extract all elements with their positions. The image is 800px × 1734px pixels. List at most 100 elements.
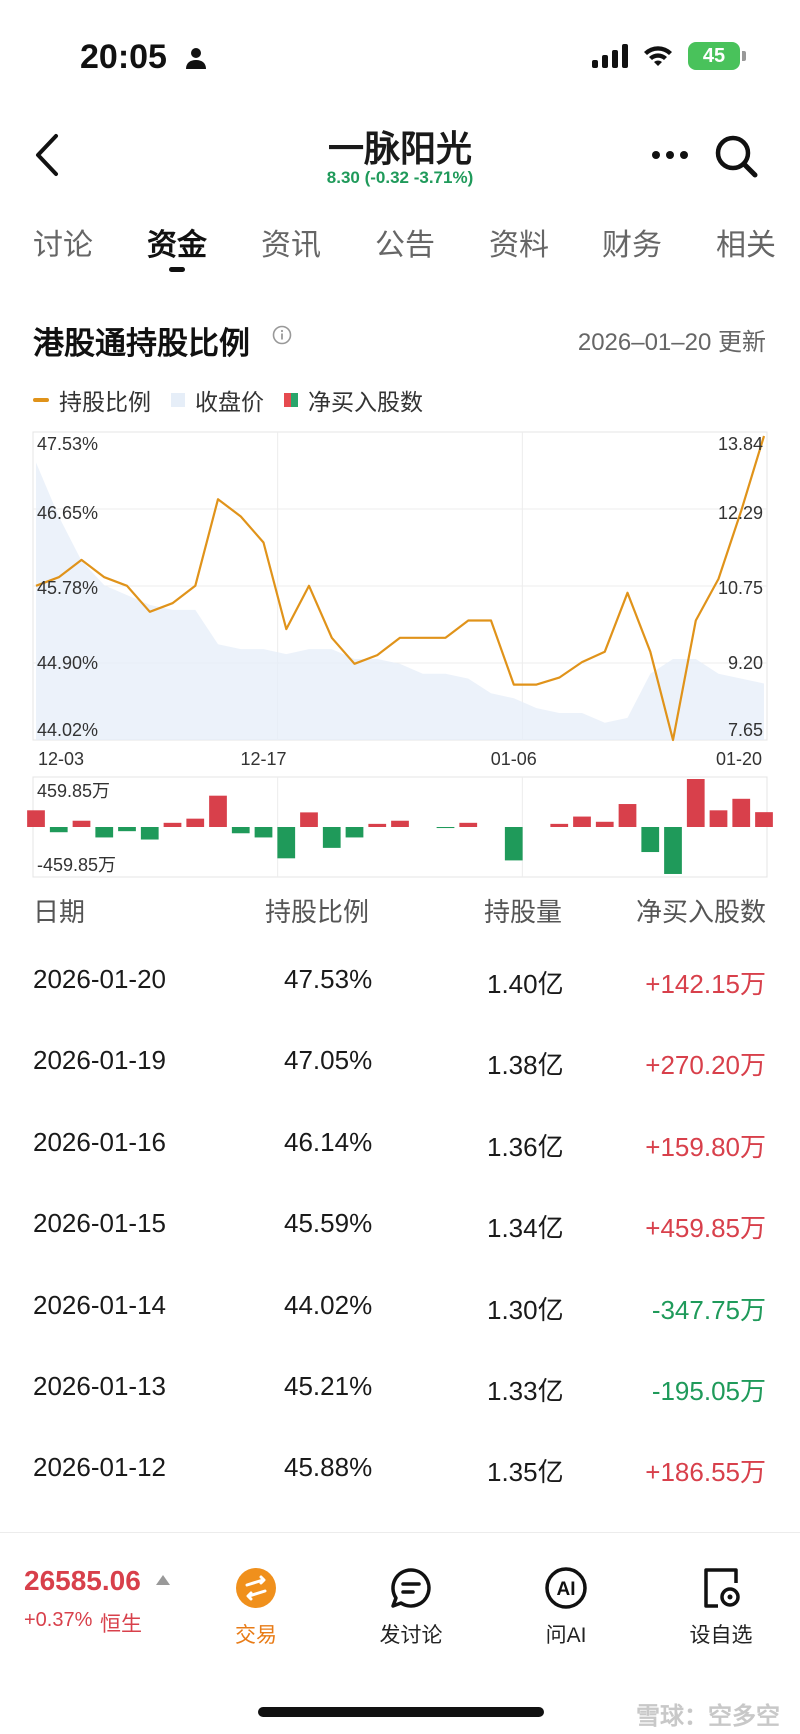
row-shares: 1.33亿 xyxy=(487,1376,564,1406)
legend-item-close: 收盘价 xyxy=(171,383,264,417)
bar-axis-min: -459.85万 xyxy=(37,855,116,875)
net-buy-bar xyxy=(664,827,682,874)
watchlist-add-icon xyxy=(704,1568,740,1608)
x-axis-tick: 01-20 xyxy=(716,749,762,769)
net-buy-bar xyxy=(618,804,637,827)
net-buy-bar xyxy=(163,822,182,827)
more-options-icon[interactable] xyxy=(648,140,692,170)
trade-icon xyxy=(236,1568,276,1608)
row-ratio: 47.05% xyxy=(284,1045,373,1076)
net-buy-bar xyxy=(231,827,250,834)
row-shares: 1.38亿 xyxy=(487,1050,564,1081)
back-arrow-icon[interactable] xyxy=(30,130,70,180)
row-ratio: 45.21% xyxy=(284,1371,373,1401)
net-buy-bar xyxy=(186,818,205,827)
table-row[interactable]: 2026-01-13 45.21% 1.33亿 -195.05万 xyxy=(0,1347,800,1428)
row-date: 2026-01-16 xyxy=(33,1126,166,1157)
tab-funds[interactable]: 资金 xyxy=(147,229,207,262)
tab-announcements[interactable]: 公告 xyxy=(375,229,435,262)
tab-news[interactable]: 资讯 xyxy=(261,229,321,262)
row-net-buy: +159.80万 xyxy=(645,1131,766,1162)
row-net-buy: -195.05万 xyxy=(651,1376,766,1406)
tab-bar: 讨论 资金 资讯 公告 资料 财务 相关 xyxy=(0,215,800,275)
index-change: +0.37% xyxy=(24,1609,93,1631)
net-buy-bar xyxy=(140,827,159,840)
person-icon xyxy=(186,48,206,69)
status-indicators: 45 xyxy=(592,42,746,70)
ai-icon-text: AI xyxy=(557,1579,576,1600)
row-date: 2026-01-19 xyxy=(33,1045,166,1076)
net-buy-bar xyxy=(641,827,660,853)
table-row[interactable]: 2026-01-14 44.02% 1.30亿 -347.75万 xyxy=(0,1266,800,1347)
watermark: 雪球：空多空 xyxy=(636,1703,780,1730)
info-icon[interactable] xyxy=(272,325,292,345)
right-axis-tick: 7.65 xyxy=(728,720,763,740)
table-row[interactable]: 2026-01-15 45.59% 1.34亿 +459.85万 xyxy=(0,1184,800,1265)
right-axis-tick: 10.75 xyxy=(718,578,763,598)
net-buy-bar xyxy=(72,820,91,827)
net-buy-bar xyxy=(300,812,318,827)
row-date: 2026-01-20 xyxy=(33,964,166,994)
net-buy-bar xyxy=(27,810,45,827)
holding-ratio-line xyxy=(35,435,766,742)
net-buy-bar xyxy=(277,827,296,859)
row-ratio: 46.14% xyxy=(284,1126,373,1157)
row-net-buy: +270.20万 xyxy=(645,1050,766,1081)
row-date: 2026-01-15 xyxy=(33,1208,166,1239)
net-buy-bar xyxy=(504,827,523,861)
net-buy-bar xyxy=(391,820,409,827)
table-row[interactable]: 2026-01-19 47.05% 1.38亿 +270.20万 xyxy=(0,1021,800,1102)
right-axis-tick: 9.20 xyxy=(728,653,763,673)
nav-ask-ai[interactable]: AI 问AI xyxy=(506,1565,626,1649)
net-buy-bar xyxy=(118,827,136,832)
left-axis-tick: 46.65% xyxy=(37,503,98,523)
left-axis-tick: 44.90% xyxy=(37,653,98,673)
nav-trade[interactable]: 交易 xyxy=(196,1565,316,1649)
row-date: 2026-01-14 xyxy=(33,1289,166,1320)
net-buy-bar xyxy=(209,795,227,827)
right-axis-tick: 13.84 xyxy=(718,434,763,454)
row-ratio: 45.59% xyxy=(284,1208,373,1239)
x-axis-tick: 12-17 xyxy=(240,749,286,769)
col-date: 日期 xyxy=(33,897,86,927)
tab-financials[interactable]: 财务 xyxy=(602,229,662,262)
row-net-buy: +459.85万 xyxy=(645,1213,766,1244)
row-date: 2026-01-12 xyxy=(33,1452,166,1483)
table-row[interactable]: 2026-01-20 47.53% 1.40亿 +142.15万 xyxy=(0,940,800,1021)
home-indicator[interactable] xyxy=(258,1707,544,1717)
net-buy-bar xyxy=(595,821,614,827)
section-title: 港股通持股比例 xyxy=(33,326,250,361)
row-shares: 1.34亿 xyxy=(487,1213,564,1244)
tab-discussion[interactable]: 讨论 xyxy=(33,229,93,262)
row-ratio: 45.88% xyxy=(284,1452,373,1483)
tab-related[interactable]: 相关 xyxy=(716,229,776,262)
net-buy-bar xyxy=(550,823,569,827)
tab-profile[interactable]: 资料 xyxy=(489,229,549,262)
bar-axis-max: 459.85万 xyxy=(37,781,110,801)
row-shares: 1.30亿 xyxy=(487,1294,564,1325)
legend-label: 净买入股数 xyxy=(308,389,423,415)
legend-item-netbuy: 净买入股数 xyxy=(284,383,423,417)
x-axis-tick: 12-03 xyxy=(38,749,84,769)
nav-add-watchlist[interactable]: 设自选 xyxy=(661,1565,781,1649)
left-axis-tick: 44.02% xyxy=(37,720,98,740)
row-date: 2026-01-13 xyxy=(33,1371,166,1401)
net-buy-bar xyxy=(436,827,455,829)
table-row[interactable]: 2026-01-12 45.88% 1.35亿 +186.55万 xyxy=(0,1428,800,1509)
legend-label: 持股比例 xyxy=(59,389,151,415)
search-icon[interactable] xyxy=(712,132,760,180)
net-buy-bar xyxy=(709,810,728,827)
col-ratio: 持股比例 xyxy=(265,897,370,927)
left-axis-tick: 47.53% xyxy=(37,434,98,454)
table-row[interactable]: 2026-01-16 46.14% 1.36亿 +159.80万 xyxy=(0,1103,800,1184)
x-axis-tick: 01-06 xyxy=(491,749,537,769)
status-time: 20:05 xyxy=(80,38,167,76)
stock-quote: 8.30 (-0.32 -3.71%) xyxy=(326,168,474,187)
nav-label: 问AI xyxy=(545,1624,587,1647)
table-header: 日期 持股比例 持股量 净买入股数 xyxy=(0,880,800,940)
nav-post-discussion[interactable]: 发讨论 xyxy=(351,1565,471,1649)
nav-label: 发讨论 xyxy=(379,1624,443,1647)
net-buy-bar xyxy=(254,827,273,838)
col-net-buy: 净买入股数 xyxy=(635,897,766,927)
net-buy-bar xyxy=(459,822,478,827)
